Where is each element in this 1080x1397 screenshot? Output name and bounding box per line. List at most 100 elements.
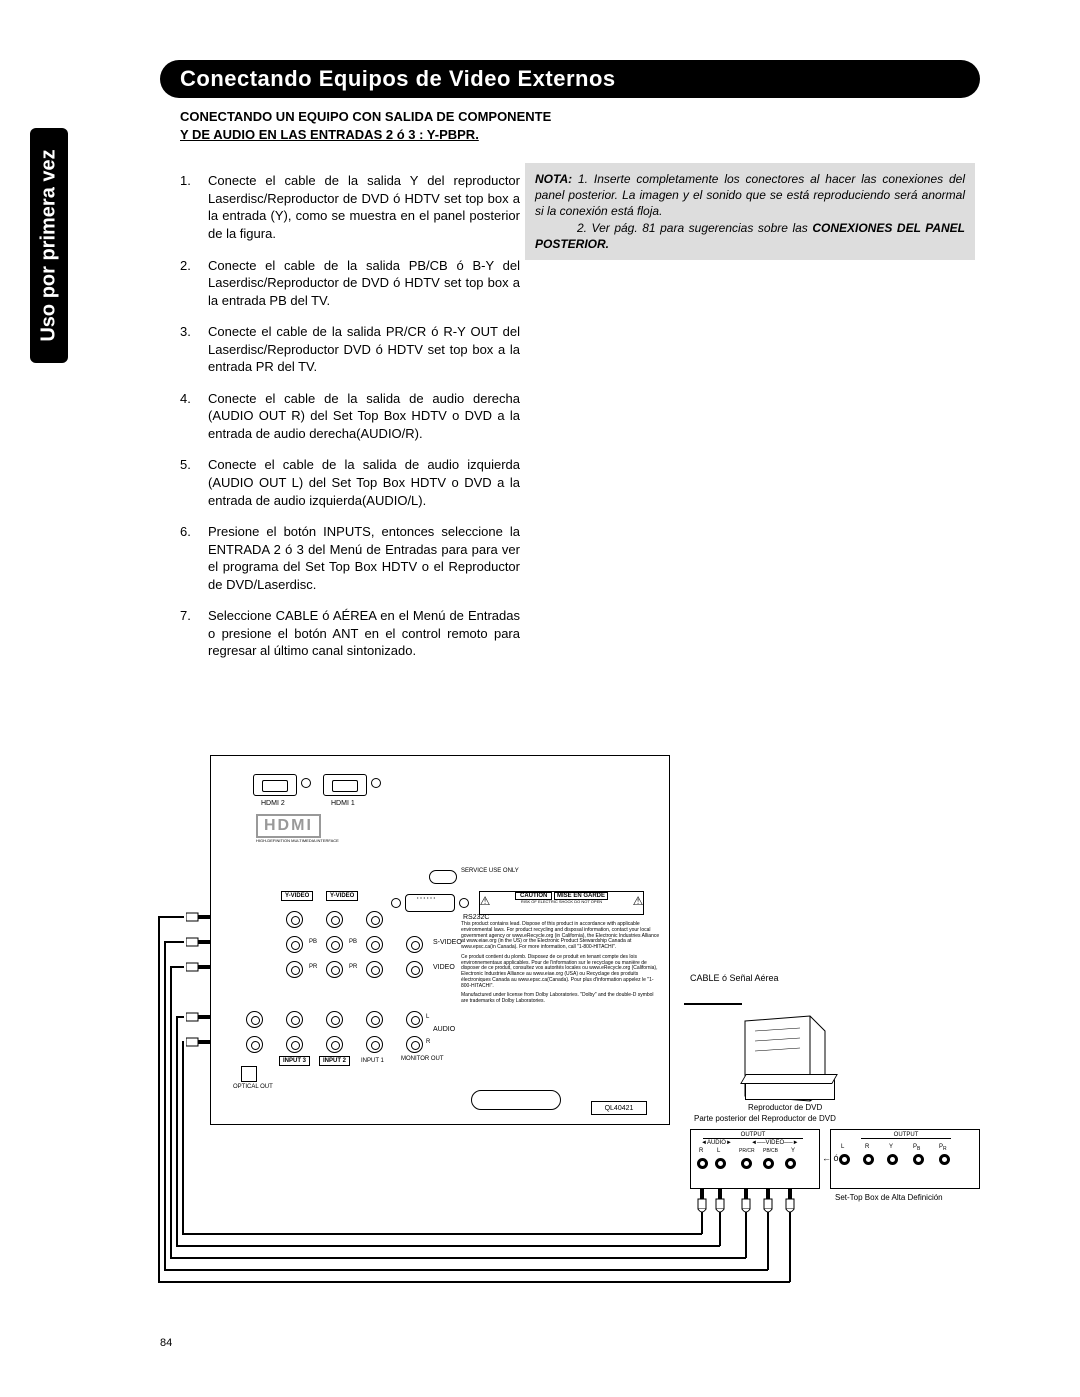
plug-dvd-y (785, 1189, 795, 1213)
pb-label: PB (309, 939, 317, 945)
svideo-label: S-VIDEO (433, 939, 462, 946)
jack-sv-2 (366, 936, 383, 953)
subtitle-line1: CONECTANDO UN EQUIPO CON SALIDA DE COMPO… (180, 109, 551, 124)
jack-v-1 (366, 961, 383, 978)
nota-2a: 2. Ver pág. 81 para sugerencias sobre la… (535, 221, 812, 235)
jack-r-m (406, 1036, 423, 1053)
wire-pr (170, 966, 184, 968)
section-title: Conectando Equipos de Video Externos (160, 60, 980, 98)
wire-pb (164, 1269, 768, 1271)
l-label: L (717, 1148, 720, 1154)
warning-icon: ⚠ (478, 894, 492, 906)
page-number: 84 (160, 1337, 172, 1349)
pbcb-label: PB/CB (763, 1148, 778, 1154)
yvideo-label2: Y-VIDEO (326, 891, 358, 901)
plug-pb (186, 935, 214, 947)
nota-label: NOTA: (535, 172, 572, 186)
step-5: 5.Conecte el cable de la salida de audio… (180, 456, 520, 509)
plug-dvd-r (697, 1189, 707, 1213)
step-text: Conecte el cable de la salida Y del repr… (208, 172, 520, 242)
jack-pr-3 (286, 961, 303, 978)
wire-ant (684, 1003, 742, 1005)
jack-y-3 (286, 911, 303, 928)
dvd-back-label: Parte posterior del Reproductor de DVD (694, 1115, 836, 1124)
jack-l-1 (366, 1011, 383, 1028)
wire-pr (745, 1212, 747, 1258)
wire-r (182, 1041, 184, 1233)
jack-pr-2 (326, 961, 343, 978)
input1-label: INPUT 1 (361, 1058, 384, 1064)
step-num: 2. (180, 257, 208, 310)
step-4: 4.Conecte el cable de la salida de audio… (180, 390, 520, 443)
hdmi2-ring (301, 778, 311, 788)
step-3: 3.Conecte el cable de la salida PR/CR ó … (180, 323, 520, 376)
connection-diagram: HDMI 2 HDMI 1 HDMI HIGH-DEFINITION MULTI… (200, 755, 1000, 1325)
r-label: R (699, 1148, 703, 1154)
jack-pb-2 (326, 936, 343, 953)
output-label: OUTPUT (861, 1132, 951, 1139)
jack-r-4 (246, 1036, 263, 1053)
wire-l (176, 1016, 184, 1018)
wire-pr (170, 1257, 746, 1259)
wire-pb (164, 941, 166, 1269)
wire-y (158, 916, 160, 1281)
step-text: Conecte el cable de la salida PB/CB ó B-… (208, 257, 520, 310)
warning-icon: ⚠ (631, 894, 645, 906)
wire-pb (164, 941, 184, 943)
pb-label: PB (913, 1144, 920, 1152)
plug-pr (186, 960, 214, 972)
nota-box: NOTA: 1. Inserte completamente los conec… (525, 163, 975, 260)
hdmi1-label: HDMI 1 (331, 800, 355, 807)
jack-r-2 (326, 1036, 343, 1053)
input3-label: INPUT 3 (279, 1056, 310, 1066)
step-text: Conecte el cable de la salida PR/CR ó R-… (208, 323, 520, 376)
optical-label: OPTICAL OUT (233, 1084, 273, 1090)
caution-sub1: RISK OF ELECTRIC SHOCK DO NOT OPEN (483, 899, 640, 904)
subtitle: CONECTANDO UN EQUIPO CON SALIDA DE COMPO… (180, 108, 980, 144)
plug-l (186, 1010, 214, 1022)
video-label: VIDEO (433, 964, 455, 971)
step-6: 6.Presione el botón INPUTS, entonces sel… (180, 523, 520, 593)
dvd-jack-l (715, 1158, 726, 1169)
step-num: 5. (180, 456, 208, 509)
y-label: Y (791, 1148, 795, 1154)
input2-label: INPUT 2 (319, 1056, 350, 1066)
stb-jack-r (863, 1154, 874, 1165)
jack-pb-3 (286, 936, 303, 953)
dvd-jack-y (785, 1158, 796, 1169)
jack-r-3 (286, 1036, 303, 1053)
wire-y (789, 1212, 791, 1282)
step-num: 7. (180, 607, 208, 660)
service-port (429, 870, 457, 884)
hdmi1-ring (371, 778, 381, 788)
wire-r (182, 1233, 702, 1235)
wire-y (158, 916, 184, 918)
dvd-label: Reproductor de DVD (748, 1103, 822, 1112)
stb-jack-pr (939, 1154, 950, 1165)
l-label: L (841, 1144, 844, 1150)
wire-l (176, 1245, 720, 1247)
step-text: Conecte el cable de la salida de audio i… (208, 456, 520, 509)
r-label: R (426, 1039, 430, 1045)
hdmi2-port (253, 774, 297, 796)
stb-jack-l (839, 1154, 850, 1165)
jack-sv-1 (366, 911, 383, 928)
dvd-jack-pb (763, 1158, 774, 1169)
wire-pr (170, 966, 172, 1257)
step-num: 1. (180, 172, 208, 242)
pr-label2: PR (349, 964, 357, 970)
step-2: 2.Conecte el cable de la salida PB/CB ó … (180, 257, 520, 310)
step-text: Conecte el cable de la salida de audio d… (208, 390, 520, 443)
step-7: 7.Seleccione CABLE ó AÉREA en el Menú de… (180, 607, 520, 660)
step-num: 4. (180, 390, 208, 443)
power-cable (471, 1090, 561, 1110)
rs232-ring2 (459, 898, 469, 908)
hdmi2-label: HDMI 2 (261, 800, 285, 807)
rs232-port (405, 894, 455, 912)
audio-label: AUDIO (433, 1026, 455, 1033)
jack-l-4 (246, 1011, 263, 1028)
plug-dvd-l (715, 1189, 725, 1213)
dvd-player-icon (745, 1078, 835, 1100)
jack-sv-m (406, 936, 423, 953)
optical-port (241, 1066, 257, 1082)
